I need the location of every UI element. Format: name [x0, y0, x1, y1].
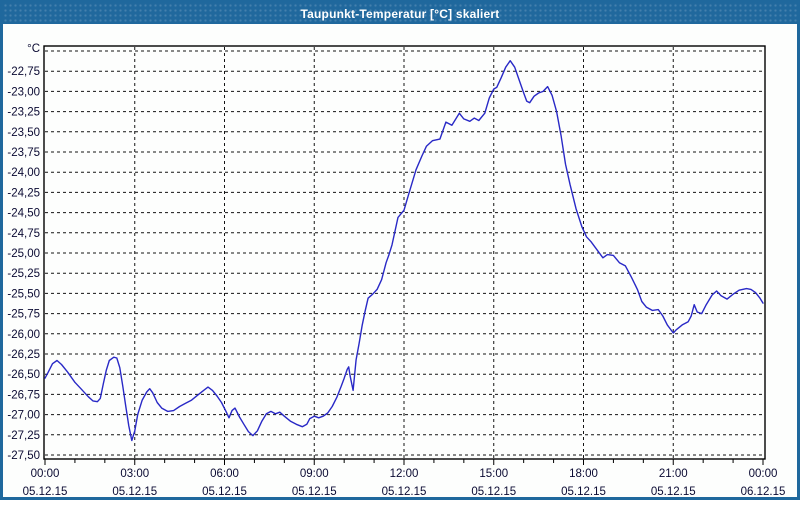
x-axis-time-label: 09:00 — [300, 468, 329, 480]
y-axis-tick-label: -26,25 — [7, 349, 40, 361]
y-axis-tick-label: -26,75 — [7, 389, 40, 401]
x-axis-date-label: 05.12.15 — [471, 486, 516, 498]
x-axis-date-label: 06.12.15 — [741, 486, 786, 498]
y-axis-tick-label: -26,50 — [7, 369, 40, 381]
window-title: Taupunkt-Temperatur [°C] skaliert — [300, 6, 500, 21]
y-axis-tick-label: -24,25 — [7, 187, 40, 199]
chart-area: -22,75 -23,00 -23,25 -23,50 -23,75 -24,00 -24,… — [3, 3, 800, 503]
x-axis-time-label: 03:00 — [120, 468, 149, 480]
x-axis-time-label: 06:00 — [210, 468, 239, 480]
x-axis-date-label: 05.12.15 — [651, 486, 696, 498]
x-axis-date-label: 05.12.15 — [112, 486, 157, 498]
x-axis-time-label: 18:00 — [569, 468, 598, 480]
y-axis-tick-label: -25,00 — [7, 248, 40, 260]
y-axis-tick-label: -22,75 — [7, 66, 40, 78]
temperature-line-chart: -22,75 -23,00 -23,25 -23,50 -23,75 -24,00 -24,… — [7, 43, 786, 498]
x-axis-date-label: 05.12.15 — [382, 486, 427, 498]
x-axis-date-label: 05.12.15 — [561, 486, 606, 498]
x-axis-time-label: 15:00 — [479, 468, 508, 480]
y-axis-tick-label: -27,00 — [7, 410, 40, 422]
y-axis-unit-label: °C — [27, 43, 40, 55]
x-axis-time-label: 00:00 — [749, 468, 778, 480]
x-axis-time-label: 12:00 — [390, 468, 419, 480]
x-axis-date-label: 05.12.15 — [23, 486, 68, 498]
y-axis-tick-label: -27,50 — [7, 450, 40, 462]
y-axis-tick-label: -24,75 — [7, 228, 40, 240]
x-axis-time-label: 21:00 — [659, 468, 688, 480]
window-title-bar: Taupunkt-Temperatur [°C] skaliert — [3, 3, 797, 24]
y-axis-tick-label: -24,50 — [7, 208, 40, 220]
y-axis-tick-label: -27,25 — [7, 430, 40, 442]
y-axis-tick-label: -23,50 — [7, 127, 40, 139]
x-axis-date-label: 05.12.15 — [292, 486, 337, 498]
y-axis-tick-label: -23,25 — [7, 107, 40, 119]
y-axis-tick-label: -25,25 — [7, 268, 40, 280]
y-axis-tick-label: -23,75 — [7, 147, 40, 159]
y-axis-tick-label: -24,00 — [7, 167, 40, 179]
y-axis-tick-label: -25,50 — [7, 288, 40, 300]
x-axis-date-label: 05.12.15 — [202, 486, 247, 498]
x-axis-time-label: 00:00 — [31, 468, 60, 480]
temperature-series-line — [44, 60, 764, 442]
y-axis-tick-label: -23,00 — [7, 86, 40, 98]
y-axis-tick-label: -26,00 — [7, 329, 40, 341]
y-axis-tick-label: -25,75 — [7, 309, 40, 321]
